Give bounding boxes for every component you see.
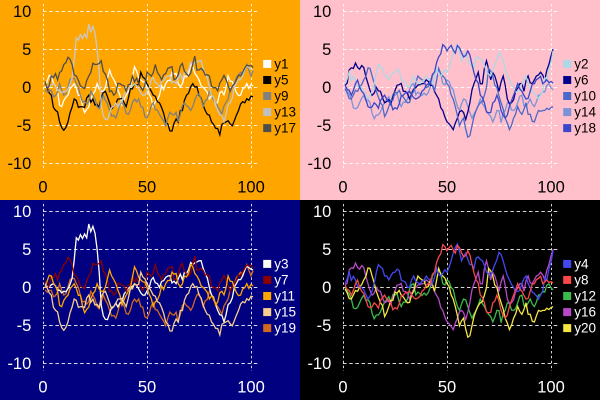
svg-text:0: 0 xyxy=(322,279,331,297)
svg-text:0: 0 xyxy=(22,279,31,297)
svg-text:-5: -5 xyxy=(317,117,332,135)
svg-text:y5: y5 xyxy=(274,73,288,88)
svg-text:5: 5 xyxy=(322,41,331,59)
svg-text:-10: -10 xyxy=(7,355,31,373)
svg-text:5: 5 xyxy=(22,41,31,59)
svg-text:5: 5 xyxy=(322,241,331,259)
svg-text:10: 10 xyxy=(313,203,331,221)
svg-text:y4: y4 xyxy=(574,257,589,272)
svg-text:y17: y17 xyxy=(274,121,296,136)
svg-text:0: 0 xyxy=(338,379,347,397)
svg-text:50: 50 xyxy=(138,379,156,397)
svg-text:y6: y6 xyxy=(574,73,588,88)
svg-text:0: 0 xyxy=(338,179,347,197)
svg-text:0: 0 xyxy=(322,79,331,97)
svg-text:y12: y12 xyxy=(574,289,596,304)
svg-text:50: 50 xyxy=(138,179,156,197)
svg-text:y18: y18 xyxy=(574,121,596,136)
svg-text:y10: y10 xyxy=(574,89,596,104)
svg-text:10: 10 xyxy=(13,203,31,221)
svg-text:50: 50 xyxy=(438,379,456,397)
svg-text:y8: y8 xyxy=(574,273,588,288)
svg-text:0: 0 xyxy=(38,379,47,397)
svg-text:-10: -10 xyxy=(307,355,331,373)
svg-text:5: 5 xyxy=(22,241,31,259)
svg-text:y1: y1 xyxy=(274,57,288,72)
svg-text:100: 100 xyxy=(237,179,265,197)
svg-text:y2: y2 xyxy=(574,57,588,72)
svg-text:0: 0 xyxy=(38,179,47,197)
svg-text:10: 10 xyxy=(313,3,331,21)
svg-text:10: 10 xyxy=(13,3,31,21)
svg-text:-5: -5 xyxy=(17,117,32,135)
svg-text:y16: y16 xyxy=(574,305,596,320)
svg-text:y11: y11 xyxy=(274,289,295,304)
svg-text:y14: y14 xyxy=(574,105,596,120)
svg-text:y15: y15 xyxy=(274,305,296,320)
svg-text:100: 100 xyxy=(537,179,565,197)
svg-text:y7: y7 xyxy=(274,273,288,288)
svg-text:y13: y13 xyxy=(274,105,296,120)
svg-text:y3: y3 xyxy=(274,257,288,272)
svg-text:100: 100 xyxy=(537,379,565,397)
svg-text:-5: -5 xyxy=(317,317,332,335)
svg-text:y19: y19 xyxy=(274,321,296,336)
svg-text:-10: -10 xyxy=(7,155,31,173)
svg-text:0: 0 xyxy=(22,79,31,97)
svg-text:50: 50 xyxy=(438,179,456,197)
svg-text:y20: y20 xyxy=(574,321,596,336)
svg-text:-10: -10 xyxy=(307,155,331,173)
svg-text:y9: y9 xyxy=(274,89,288,104)
svg-text:100: 100 xyxy=(237,379,265,397)
svg-text:-5: -5 xyxy=(17,317,32,335)
